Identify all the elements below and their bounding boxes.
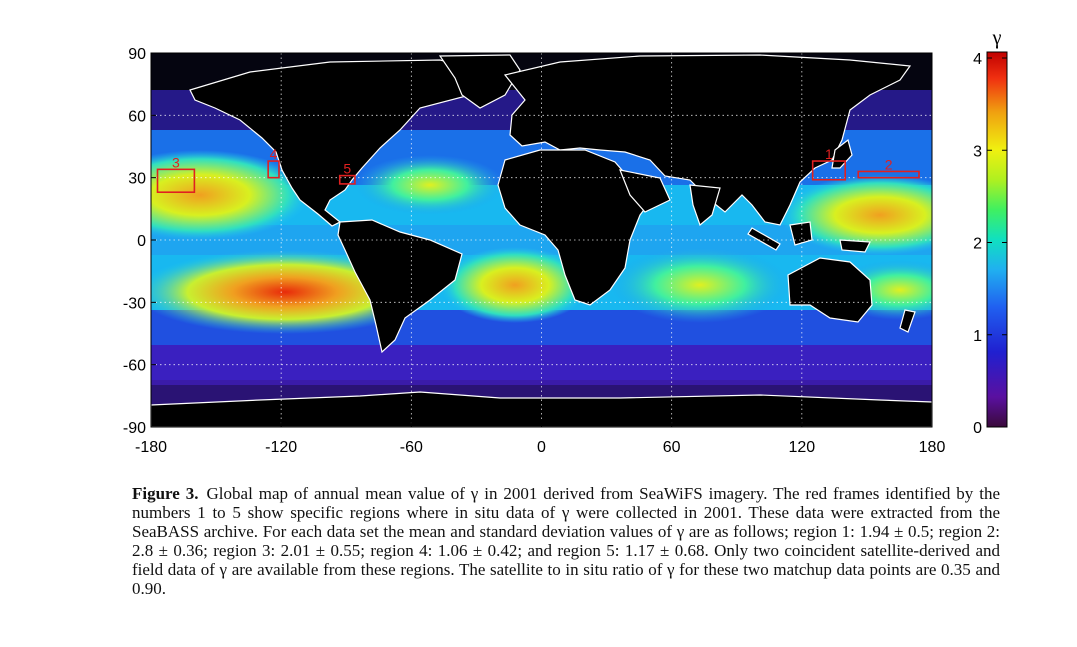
india — [689, 184, 721, 227]
y-tick-label: 90 — [128, 46, 146, 63]
eurasia — [503, 54, 912, 226]
grid-lines — [151, 53, 932, 427]
colorbar-tick-label: 3 — [973, 143, 982, 160]
region-box — [267, 160, 280, 179]
colorbar-ticks: 0 1 2 3 4 — [973, 51, 1007, 437]
caption-label: Figure 3. — [132, 484, 199, 503]
y-tick-label: 60 — [128, 108, 146, 125]
y-tick-label: -90 — [123, 420, 146, 437]
region-box — [857, 170, 920, 179]
greenland — [438, 54, 521, 109]
new-zealand — [899, 309, 916, 333]
region-box — [338, 174, 356, 185]
y-axis: 90 60 30 0 -30 -60 -90 — [123, 46, 156, 437]
region-label: 4 — [270, 146, 278, 162]
region-box — [156, 168, 196, 194]
region-box — [811, 160, 847, 181]
borneo — [789, 221, 813, 246]
region-label: 2 — [885, 156, 893, 172]
y-tick-label: -60 — [123, 358, 146, 375]
colorbar-tick-label: 4 — [973, 51, 982, 68]
x-tick-label: 180 — [919, 439, 946, 456]
colorbar-tick-label: 1 — [973, 328, 982, 345]
x-tick-label: 0 — [537, 439, 546, 456]
x-tick-label: 60 — [663, 439, 681, 456]
x-tick-label: -120 — [265, 439, 297, 456]
sumatra — [747, 227, 781, 251]
figure-caption: Figure 3. Global map of annual mean value… — [132, 484, 1000, 598]
y-tick-label: -30 — [123, 295, 146, 312]
region-frames: 1 2 3 4 5 — [156, 146, 920, 194]
australia — [787, 257, 873, 323]
region-label: 1 — [825, 146, 833, 162]
region-label: 5 — [343, 161, 351, 177]
y-tick-label: 0 — [137, 233, 146, 250]
x-tick-label: -180 — [135, 439, 167, 456]
new-guinea — [839, 239, 871, 253]
y-tick-label: 30 — [128, 171, 146, 188]
colorbar-tick-label: 0 — [973, 420, 982, 437]
caption-text: Global map of annual mean value of γ in … — [132, 484, 1000, 598]
africa — [497, 149, 656, 306]
x-tick-label: -60 — [400, 439, 423, 456]
colorbar — [986, 51, 1008, 428]
x-axis: -180 -120 -60 0 60 120 180 — [135, 422, 945, 456]
arabia — [619, 169, 671, 213]
colorbar-title: γ — [992, 27, 1002, 49]
x-tick-label: 120 — [788, 439, 815, 456]
colorbar-tick-label: 2 — [973, 236, 982, 253]
continents — [151, 54, 932, 427]
region-label: 3 — [172, 154, 180, 170]
south-america — [337, 219, 463, 354]
